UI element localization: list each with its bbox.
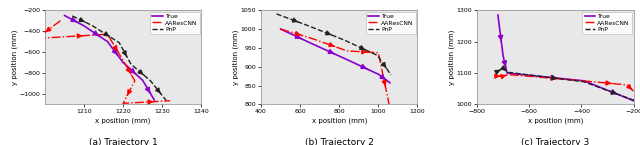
- X-axis label: x position (mm): x position (mm): [95, 117, 151, 124]
- Text: (a) Trajectory 1: (a) Trajectory 1: [89, 138, 157, 145]
- X-axis label: x position (mm): x position (mm): [527, 117, 583, 124]
- Y-axis label: y position (mm): y position (mm): [233, 30, 239, 85]
- Y-axis label: y position (mm): y position (mm): [449, 30, 455, 85]
- Text: (b) Trajectory 2: (b) Trajectory 2: [305, 138, 374, 145]
- Legend: True, AAResCNN, PnP: True, AAResCNN, PnP: [582, 12, 632, 34]
- X-axis label: x position (mm): x position (mm): [312, 117, 367, 124]
- Y-axis label: y position (mm): y position (mm): [12, 30, 18, 85]
- Text: (c) Trajectory 3: (c) Trajectory 3: [521, 138, 589, 145]
- Legend: True, AAResCNN, PnP: True, AAResCNN, PnP: [366, 12, 416, 34]
- Legend: True, AAResCNN, PnP: True, AAResCNN, PnP: [150, 12, 200, 34]
